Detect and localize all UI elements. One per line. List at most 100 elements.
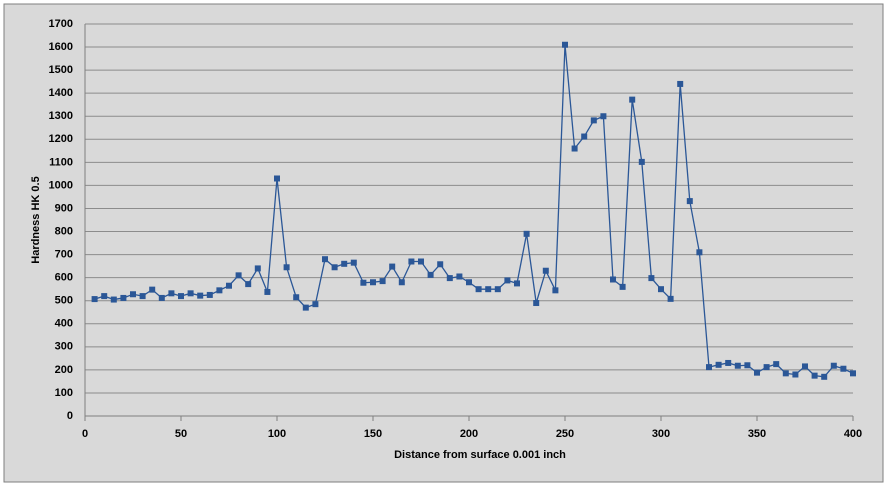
data-point	[446, 275, 453, 282]
data-point	[360, 279, 367, 286]
data-point	[178, 293, 184, 300]
y-tick-label: 600	[55, 272, 73, 284]
data-point	[840, 365, 847, 372]
data-point	[197, 292, 204, 299]
data-point	[91, 296, 98, 303]
y-tick-label: 400	[55, 318, 73, 330]
data-point	[245, 281, 252, 288]
data-point	[350, 259, 357, 266]
x-tick-label: 250	[556, 428, 574, 440]
y-tick-label: 900	[55, 202, 73, 214]
data-point	[696, 249, 703, 256]
y-tick-label: 100	[55, 387, 73, 399]
data-point	[418, 258, 424, 265]
data-point	[600, 113, 607, 120]
y-tick-label: 500	[55, 295, 73, 307]
data-point	[216, 287, 223, 294]
x-tick-label: 150	[364, 428, 382, 440]
data-point	[850, 370, 856, 377]
data-point	[302, 304, 309, 311]
data-point	[552, 287, 559, 294]
x-tick-label: 300	[652, 428, 670, 440]
data-point	[370, 279, 376, 286]
data-point	[331, 264, 338, 271]
y-tick-label: 1600	[49, 41, 73, 53]
y-tick-label: 300	[55, 341, 73, 353]
x-tick-label: 0	[82, 428, 88, 440]
data-point	[139, 293, 146, 300]
data-point	[206, 291, 213, 298]
data-point	[811, 372, 818, 379]
x-tick-label: 100	[268, 428, 286, 440]
data-point	[254, 265, 261, 272]
data-point	[389, 263, 396, 270]
data-point	[504, 277, 511, 284]
data-point	[619, 283, 626, 290]
data-point	[744, 362, 751, 369]
data-point	[149, 286, 156, 293]
data-point	[120, 294, 127, 301]
data-point	[398, 279, 405, 286]
data-point	[130, 291, 136, 298]
data-point	[312, 301, 319, 308]
data-point	[283, 264, 290, 271]
data-point	[725, 359, 732, 366]
data-point	[466, 279, 472, 286]
data-point	[629, 96, 636, 103]
data-point	[754, 369, 760, 376]
y-tick-label: 0	[67, 410, 73, 422]
y-axis-title: Hardness HK 0.5	[30, 176, 42, 263]
data-point	[101, 293, 108, 300]
y-tick-label: 700	[55, 248, 73, 260]
data-point	[379, 278, 386, 285]
data-point	[571, 145, 578, 152]
data-point	[158, 294, 165, 301]
data-point	[322, 256, 328, 263]
x-tick-label: 200	[460, 428, 478, 440]
data-point	[830, 362, 837, 369]
data-point	[658, 286, 664, 293]
data-point	[514, 280, 520, 287]
x-axis-title: Distance from surface 0.001 inch	[394, 449, 566, 461]
x-tick-label: 400	[844, 428, 862, 440]
data-point	[341, 260, 348, 267]
data-point	[187, 290, 194, 297]
y-tick-label: 1300	[49, 110, 73, 122]
data-point	[408, 258, 415, 265]
data-point	[802, 363, 808, 370]
y-tick-label: 1500	[49, 64, 73, 76]
data-point	[264, 288, 271, 295]
data-point	[648, 275, 655, 282]
data-point	[274, 175, 280, 182]
x-tick-label: 50	[175, 428, 187, 440]
y-tick-label: 1700	[49, 18, 73, 30]
y-tick-label: 800	[55, 225, 73, 237]
data-point	[110, 296, 117, 303]
data-point	[533, 300, 540, 307]
y-tick-label: 1100	[49, 156, 73, 168]
data-point	[590, 117, 597, 124]
data-point	[677, 80, 684, 87]
chart-background	[3, 3, 884, 483]
x-tick-label: 350	[748, 428, 766, 440]
data-point	[782, 370, 789, 377]
data-point	[667, 295, 674, 302]
data-point	[293, 294, 300, 301]
data-point	[821, 373, 828, 380]
data-point	[485, 286, 492, 293]
y-tick-label: 1000	[49, 179, 73, 191]
data-point	[686, 198, 693, 205]
data-point	[562, 41, 568, 48]
data-point	[715, 361, 722, 368]
y-tick-label: 1400	[49, 87, 73, 99]
data-point	[706, 364, 712, 371]
data-point	[235, 272, 242, 279]
data-point	[763, 364, 770, 371]
y-tick-label: 1200	[49, 133, 73, 145]
data-point	[226, 282, 232, 289]
data-point	[523, 230, 530, 237]
data-point	[581, 133, 588, 140]
data-point	[542, 267, 549, 274]
